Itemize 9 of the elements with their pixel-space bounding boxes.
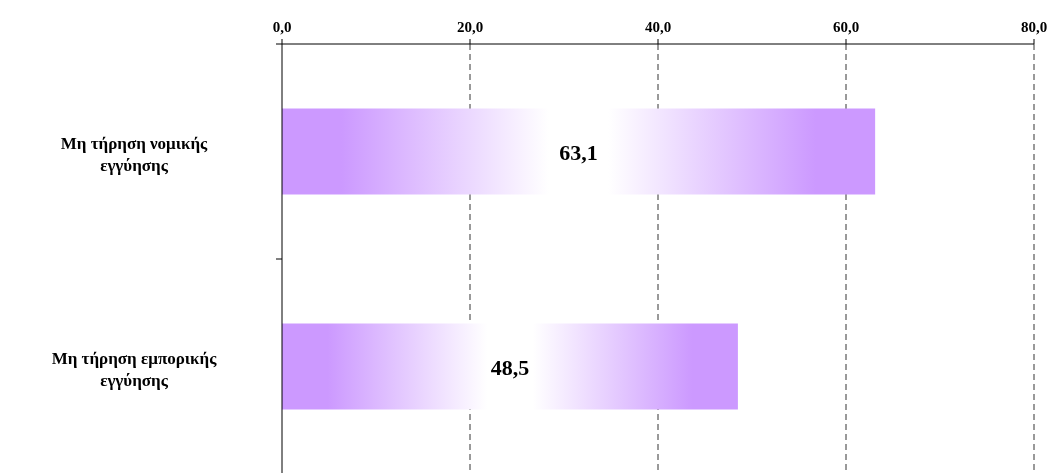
x-tick-label: 80,0 — [1020, 19, 1048, 35]
x-tick-label: 60,0 — [832, 19, 860, 35]
x-tick-label: 0,0 — [272, 19, 292, 35]
data-label: 63,1 — [559, 139, 598, 165]
y-tick-label: Μη τήρηση νομικής εγγύησης — [60, 133, 209, 175]
x-tick-label: 20,0 — [456, 19, 484, 35]
y-tick-label: Μη τήρηση εμπορικής εγγύησης — [51, 348, 218, 390]
x-tick-label: 40,0 — [644, 19, 672, 35]
data-label: 48,5 — [490, 354, 530, 380]
